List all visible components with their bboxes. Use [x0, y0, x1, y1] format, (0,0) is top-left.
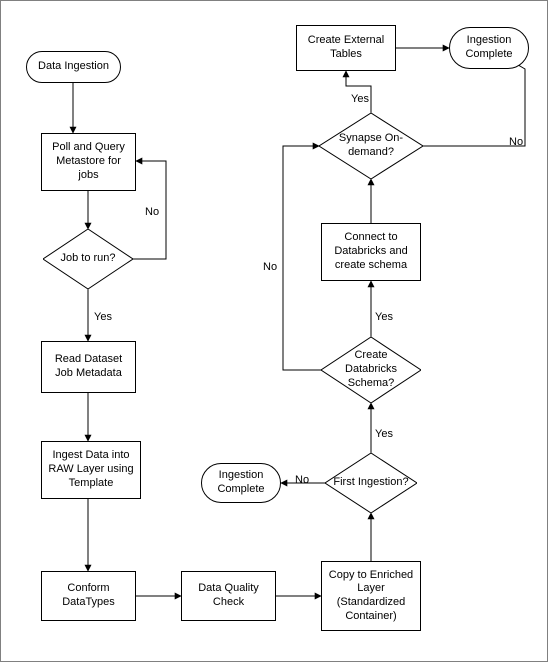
node-createsch: Create Databricks Schema?	[321, 337, 421, 403]
node-firsting: First Ingestion?	[325, 453, 417, 513]
edge-synapse-createext	[346, 71, 371, 113]
node-conform: Conform DataTypes	[41, 571, 136, 621]
node-label-start: Data Ingestion	[38, 60, 109, 74]
edge-label-jobtorun-readmeta: Yes	[94, 311, 112, 323]
edge-createsch-synapse	[283, 146, 321, 370]
node-connectdb: Connect to Databricks and create schema	[321, 223, 421, 281]
node-label-poll: Poll and Query Metastore for jobs	[46, 141, 131, 182]
edge-label-synapse-ingcomplete1: No	[509, 136, 523, 148]
edge-label-firsting-ingcomplete2: No	[295, 474, 309, 486]
node-start: Data Ingestion	[26, 51, 121, 83]
node-label-createsch: Create Databricks Schema?	[321, 349, 421, 390]
node-readmeta: Read Dataset Job Metadata	[41, 341, 136, 393]
edge-label-createsch-connectdb: Yes	[375, 311, 393, 323]
node-label-connectdb: Connect to Databricks and create schema	[326, 231, 416, 272]
node-ingestraw: Ingest Data into RAW Layer using Templat…	[41, 441, 141, 499]
node-copyenrich: Copy to Enriched Layer (Standardized Con…	[321, 561, 421, 631]
node-ingcomplete2: Ingestion Complete	[201, 463, 281, 503]
node-label-readmeta: Read Dataset Job Metadata	[46, 353, 131, 381]
edge-label-createsch-synapse: No	[263, 261, 277, 273]
edge-label-jobtorun-poll: No	[145, 206, 159, 218]
edge-label-firsting-createsch: Yes	[375, 428, 393, 440]
node-poll: Poll and Query Metastore for jobs	[41, 133, 136, 191]
node-label-createext: Create External Tables	[301, 34, 391, 62]
edge-label-synapse-createext: Yes	[351, 93, 369, 105]
node-label-copyenrich: Copy to Enriched Layer (Standardized Con…	[326, 569, 416, 624]
node-label-ingcomplete2: Ingestion Complete	[206, 469, 276, 497]
node-label-jobtorun: Job to run?	[54, 252, 121, 266]
node-ingcomplete1: Ingestion Complete	[449, 27, 529, 69]
node-jobtorun: Job to run?	[43, 229, 133, 289]
node-label-firsting: First Ingestion?	[327, 476, 414, 490]
node-label-ingestraw: Ingest Data into RAW Layer using Templat…	[46, 449, 136, 490]
node-dqcheck: Data Quality Check	[181, 571, 276, 621]
node-createext: Create External Tables	[296, 25, 396, 71]
node-label-ingcomplete1: Ingestion Complete	[454, 34, 524, 62]
node-label-dqcheck: Data Quality Check	[186, 582, 271, 610]
node-label-conform: Conform DataTypes	[46, 582, 131, 610]
node-synapse: Synapse On-demand?	[319, 113, 423, 179]
flowchart-canvas: Data Ingestion Poll and Query Metastore f…	[0, 0, 548, 662]
node-label-synapse: Synapse On-demand?	[319, 132, 423, 160]
